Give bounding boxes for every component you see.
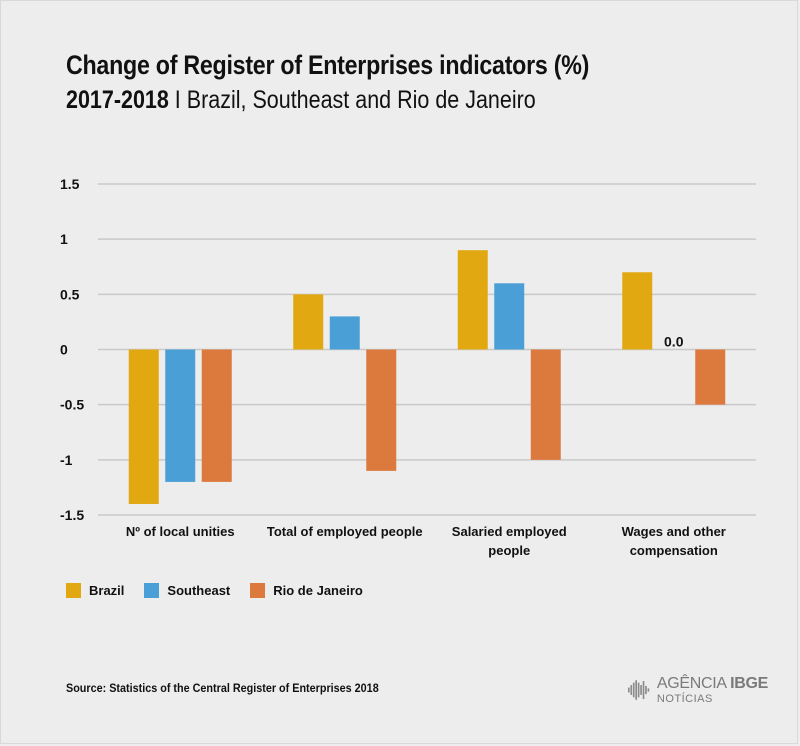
source-note: Source: Statistics of the Central Regist… [66, 681, 379, 695]
y-tick-label: 1 [60, 231, 68, 247]
ibge-logo-icon [628, 680, 650, 700]
legend-label: Rio de Janeiro [273, 582, 363, 598]
y-tick-label: -0.5 [60, 397, 84, 413]
logo-text-ibge: IBGE [730, 674, 768, 692]
legend-label: Southeast [167, 582, 231, 598]
subtitle-period: 2017-2018 [66, 86, 169, 114]
logo-text-noticias: NOTÍCIAS [656, 692, 713, 705]
subtitle-regions: I Brazil, Southeast and Rio de Janeiro [168, 86, 536, 114]
bar-southeast [494, 283, 525, 350]
x-category-label: Wages and other [622, 524, 726, 539]
y-tick-label: 1.5 [60, 176, 80, 192]
legend-swatch [250, 582, 266, 598]
y-tick-label: 0.5 [60, 286, 80, 302]
chart-legend: Brazil Southeast Rio de Janeiro [66, 580, 363, 600]
legend-swatch [66, 582, 81, 598]
chart-title: Change of Register of Enterprises indica… [66, 50, 590, 80]
data-label: 0.0 [664, 334, 684, 350]
x-category-label: Total of employed people [267, 524, 423, 539]
y-tick-label: -1 [60, 452, 73, 468]
x-category-label: compensation [630, 543, 718, 558]
legend-item: Brazil [66, 582, 125, 598]
bar-rio-de-janeiro [695, 349, 726, 405]
bar-rio-de-janeiro [530, 349, 561, 460]
bar-rio-de-janeiro [201, 349, 232, 482]
legend-item: Rio de Janeiro [250, 582, 363, 598]
y-tick-label: 0 [60, 342, 68, 358]
legend-label: Brazil [89, 582, 125, 598]
bar-southeast [165, 349, 196, 482]
agencia-ibge-logo: AGÊNCIA IBGE NOTÍCIAS [628, 672, 768, 708]
x-category-label: Nº of local unities [126, 524, 235, 539]
bar-brazil [293, 294, 324, 350]
bar-brazil [457, 250, 488, 350]
x-category-label: people [488, 543, 530, 558]
bar-rio-de-janeiro [366, 349, 397, 471]
chart-subtitle: 2017-2018 I Brazil, Southeast and Rio de… [66, 86, 536, 115]
bar-southeast [329, 316, 360, 350]
bar-brazil [128, 349, 159, 504]
logo-text-agencia: AGÊNCIA [656, 674, 726, 692]
bar-brazil [622, 272, 653, 350]
legend-swatch [144, 582, 160, 598]
y-tick-label: -1.5 [60, 507, 84, 523]
legend-item: Southeast [144, 582, 231, 598]
x-category-label: Salaried employed [452, 524, 567, 539]
